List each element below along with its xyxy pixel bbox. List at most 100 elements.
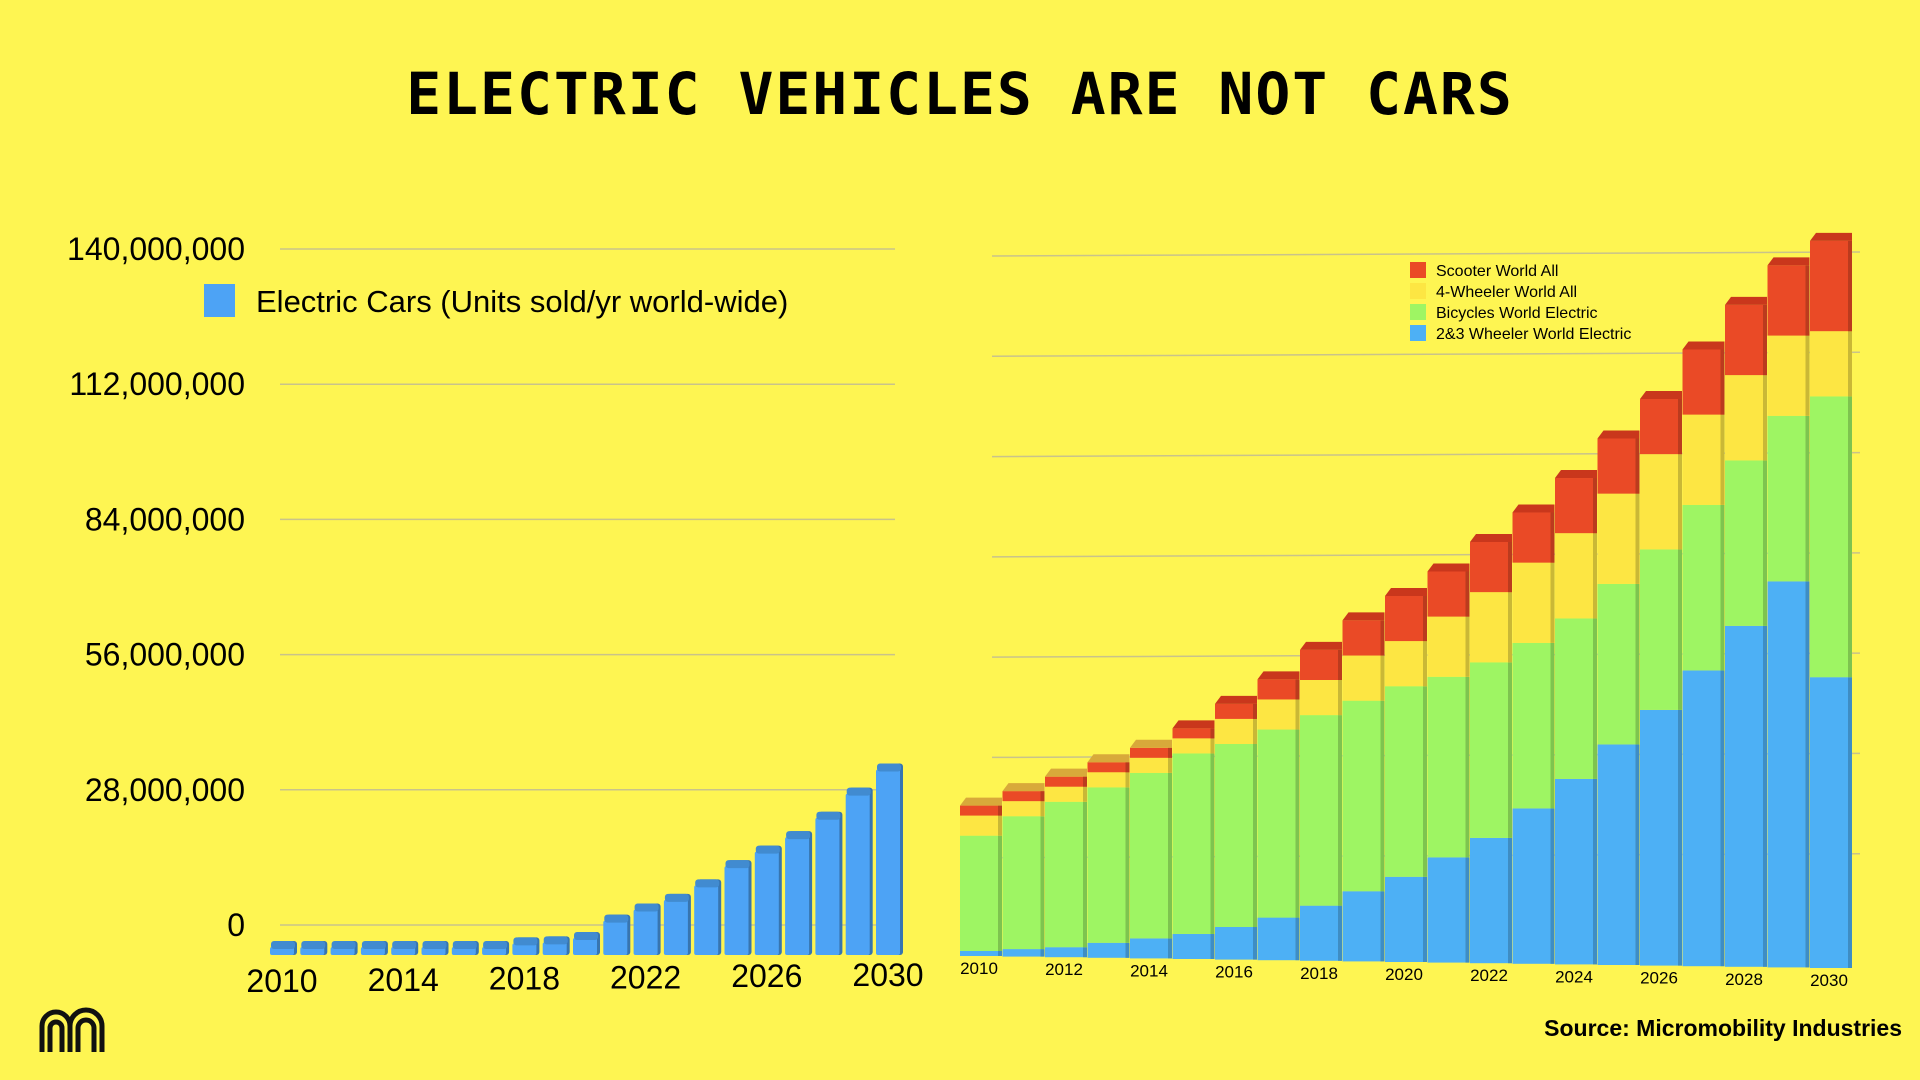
bar-segment-shade	[1168, 757, 1172, 773]
bar	[270, 941, 297, 955]
bar-segment	[1640, 709, 1682, 966]
bar-segment	[1342, 700, 1385, 892]
stacked-bar	[1597, 430, 1640, 965]
bar-top	[755, 845, 780, 854]
legend-label: Scooter World All	[1436, 263, 1558, 280]
bar-front	[694, 885, 719, 955]
bar-segment-shade	[1550, 512, 1555, 563]
bar-front	[876, 769, 900, 955]
micromobility-logo-icon	[39, 1007, 105, 1052]
bar-segment-shade	[1083, 947, 1087, 958]
bar-segment-shade	[1253, 743, 1257, 928]
bar-segment	[1555, 778, 1597, 965]
bar-top	[574, 932, 598, 941]
bar-segment	[1342, 620, 1385, 656]
bar-top	[846, 787, 871, 796]
y-tick-label: 84,000,000	[85, 501, 245, 537]
bar-segment	[1597, 438, 1640, 494]
bar-segment-shade	[1508, 592, 1512, 663]
gridline	[991, 251, 1861, 257]
micromobility-stacked-chart: Scooter World All 4-Wheeler World All Bicy…	[960, 232, 1861, 990]
bar-segment-shade	[1168, 747, 1172, 758]
bar-segment-shade	[1678, 454, 1682, 550]
bar-top	[271, 941, 295, 949]
bar-top	[361, 941, 386, 949]
bar-segment-shade	[1678, 549, 1682, 710]
bar-segment-shade	[1295, 679, 1300, 700]
bar-segment-shade	[1465, 571, 1470, 617]
bar-segment-shade	[1720, 414, 1725, 505]
bar-segment-shade	[1295, 699, 1300, 730]
bar-segment	[1257, 699, 1300, 730]
bar-segment	[1215, 703, 1257, 719]
bar-segment-shade	[1805, 265, 1810, 336]
bar-segment	[1342, 891, 1385, 962]
legend-swatch	[1410, 262, 1426, 278]
bar-segment	[960, 815, 1002, 836]
bar-segment	[1002, 816, 1045, 950]
x-tick-label: 2028	[1725, 970, 1763, 989]
bar-segment-shade	[1593, 778, 1597, 965]
bar-segment-shade	[1210, 753, 1215, 934]
bar-segment-shade	[1635, 744, 1640, 965]
bar-cap	[1087, 754, 1130, 763]
bar-segment-shade	[1210, 728, 1215, 739]
stacked-bar	[1087, 754, 1130, 958]
stacked-bar	[1470, 534, 1512, 964]
bar-segment	[1172, 933, 1215, 959]
bar-cap	[1215, 695, 1257, 704]
bar-segment-shade	[1508, 662, 1512, 838]
bar-segment	[1512, 808, 1555, 964]
bar-cap	[1300, 641, 1342, 650]
bar-cap	[1597, 430, 1640, 439]
bar-segment	[1087, 942, 1130, 958]
bar-front	[512, 943, 537, 955]
x-tick-label: 2010	[960, 959, 998, 978]
bar-segment	[1427, 616, 1470, 677]
bar-segment	[1597, 583, 1640, 745]
bar-segment-shade	[1508, 542, 1512, 593]
bar-segment-shade	[1338, 905, 1342, 961]
bar-segment-shade	[1763, 460, 1767, 626]
bar-segment	[960, 835, 1002, 951]
bar	[573, 932, 600, 955]
bar-front	[754, 851, 779, 955]
stacked-bar	[1640, 390, 1682, 966]
bar-segment	[1257, 917, 1300, 961]
stacked-bar	[1257, 671, 1300, 961]
stacked-bar	[1045, 768, 1087, 958]
bar-segment-shade	[1635, 438, 1640, 494]
bar-segment	[1002, 949, 1045, 957]
bar-segment	[1427, 571, 1470, 617]
bar-segment-shade	[1295, 729, 1300, 918]
bar-front	[633, 909, 658, 955]
bar	[724, 860, 752, 955]
bar-top	[483, 941, 508, 949]
bar-segment-shade	[1720, 504, 1725, 671]
stacked-bar	[1767, 257, 1810, 968]
bar-segment-shade	[1720, 349, 1725, 415]
bar	[663, 893, 691, 955]
bar-segment	[1810, 677, 1852, 968]
bar-segment	[1215, 743, 1257, 928]
bar-segment	[1427, 676, 1470, 858]
bar-segment	[1725, 460, 1767, 626]
bar	[845, 787, 873, 955]
bar	[421, 941, 449, 955]
stacked-bar	[1725, 296, 1767, 967]
bar-top	[816, 811, 841, 820]
bar-segment	[1767, 335, 1810, 416]
stacked-bar	[960, 797, 1002, 956]
legend-label: Electric Cars (Units sold/yr world-wide)	[256, 284, 788, 319]
legend-swatch	[1410, 325, 1426, 341]
stacked-bar	[1810, 232, 1852, 968]
bar-cap	[1470, 534, 1512, 542]
bar-segment-shade	[1040, 791, 1045, 802]
bar-segment	[1682, 504, 1725, 671]
x-tick-label: 2030	[852, 957, 923, 993]
bar-segment	[1470, 662, 1512, 838]
bar-top	[604, 914, 629, 923]
bar-segment-shade	[1423, 686, 1427, 877]
x-tick-label: 2022	[1470, 966, 1508, 985]
bar	[603, 914, 631, 955]
